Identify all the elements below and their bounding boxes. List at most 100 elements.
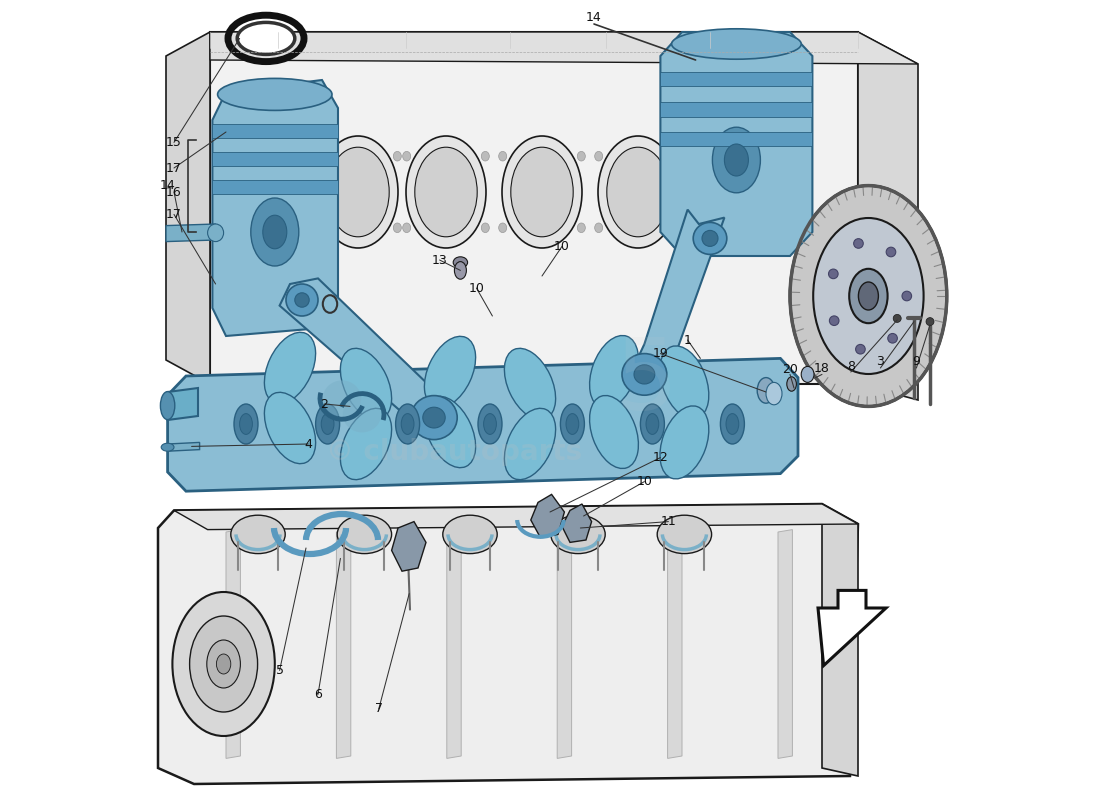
Ellipse shape	[403, 223, 410, 233]
Ellipse shape	[415, 147, 477, 237]
Ellipse shape	[598, 136, 678, 248]
Polygon shape	[562, 504, 592, 542]
Ellipse shape	[790, 186, 947, 406]
Ellipse shape	[173, 592, 275, 736]
Ellipse shape	[162, 443, 174, 451]
Polygon shape	[226, 530, 241, 758]
Ellipse shape	[858, 282, 879, 310]
Ellipse shape	[251, 198, 299, 266]
Polygon shape	[778, 530, 792, 758]
Ellipse shape	[422, 407, 446, 428]
Ellipse shape	[231, 515, 285, 554]
Ellipse shape	[394, 223, 402, 233]
Ellipse shape	[498, 223, 507, 233]
Ellipse shape	[693, 222, 727, 254]
Ellipse shape	[394, 151, 402, 161]
Ellipse shape	[316, 404, 340, 444]
Ellipse shape	[315, 151, 322, 161]
Ellipse shape	[234, 404, 258, 444]
Text: 14: 14	[586, 11, 602, 24]
Ellipse shape	[315, 223, 322, 233]
Ellipse shape	[713, 127, 760, 193]
Polygon shape	[167, 358, 798, 491]
Ellipse shape	[551, 515, 605, 554]
Text: 15: 15	[166, 136, 182, 149]
Ellipse shape	[321, 414, 334, 434]
Ellipse shape	[595, 151, 603, 161]
Polygon shape	[210, 32, 918, 64]
Ellipse shape	[725, 144, 748, 176]
Polygon shape	[212, 124, 338, 138]
Text: 17: 17	[166, 162, 182, 174]
Polygon shape	[337, 530, 351, 758]
Text: 10: 10	[554, 240, 570, 253]
Ellipse shape	[403, 151, 410, 161]
Ellipse shape	[406, 136, 486, 248]
Polygon shape	[858, 32, 918, 400]
Polygon shape	[392, 522, 426, 571]
Ellipse shape	[657, 515, 712, 554]
Text: 6: 6	[315, 688, 322, 701]
Ellipse shape	[218, 78, 332, 110]
Polygon shape	[818, 590, 886, 666]
Ellipse shape	[396, 404, 419, 444]
Polygon shape	[167, 388, 198, 420]
Ellipse shape	[505, 348, 556, 420]
Ellipse shape	[318, 136, 398, 248]
Text: 17: 17	[166, 208, 182, 221]
Ellipse shape	[634, 365, 654, 384]
Ellipse shape	[849, 269, 888, 323]
Ellipse shape	[607, 147, 669, 237]
Ellipse shape	[343, 397, 382, 432]
Ellipse shape	[286, 284, 318, 316]
Text: 19: 19	[652, 347, 669, 360]
Ellipse shape	[502, 136, 582, 248]
Ellipse shape	[402, 414, 414, 434]
Ellipse shape	[854, 238, 864, 248]
Ellipse shape	[578, 223, 585, 233]
Ellipse shape	[660, 406, 708, 479]
Ellipse shape	[856, 345, 866, 354]
Ellipse shape	[478, 404, 502, 444]
Ellipse shape	[238, 22, 295, 54]
Ellipse shape	[189, 616, 257, 712]
Polygon shape	[660, 102, 813, 117]
Ellipse shape	[813, 218, 924, 374]
Text: 2: 2	[320, 398, 328, 410]
Text: © clubautoparts: © clubautoparts	[326, 438, 582, 466]
Ellipse shape	[484, 414, 496, 434]
Ellipse shape	[322, 380, 361, 416]
Ellipse shape	[208, 224, 223, 242]
Text: 18: 18	[814, 362, 829, 374]
Ellipse shape	[660, 346, 708, 419]
Ellipse shape	[340, 408, 392, 480]
Ellipse shape	[217, 654, 231, 674]
Polygon shape	[166, 32, 210, 384]
Ellipse shape	[482, 223, 490, 233]
Polygon shape	[212, 152, 338, 166]
Text: 10: 10	[637, 475, 652, 488]
Ellipse shape	[560, 404, 584, 444]
Text: 11: 11	[660, 515, 676, 528]
Polygon shape	[660, 72, 813, 86]
Ellipse shape	[757, 378, 774, 403]
Polygon shape	[166, 224, 216, 242]
Text: 5: 5	[276, 664, 284, 677]
Polygon shape	[531, 494, 564, 538]
Ellipse shape	[726, 414, 739, 434]
Ellipse shape	[828, 269, 838, 278]
Ellipse shape	[893, 314, 901, 322]
Ellipse shape	[926, 318, 934, 326]
Ellipse shape	[640, 404, 664, 444]
Text: 5: 5	[614, 334, 678, 431]
Text: 13: 13	[431, 254, 448, 266]
Text: 12: 12	[652, 451, 669, 464]
Text: 1: 1	[684, 334, 692, 346]
Ellipse shape	[673, 151, 681, 161]
Text: 10: 10	[469, 282, 484, 294]
Ellipse shape	[590, 335, 638, 409]
Text: 20: 20	[782, 363, 797, 376]
Ellipse shape	[505, 408, 556, 480]
Ellipse shape	[207, 640, 241, 688]
Polygon shape	[668, 530, 682, 758]
